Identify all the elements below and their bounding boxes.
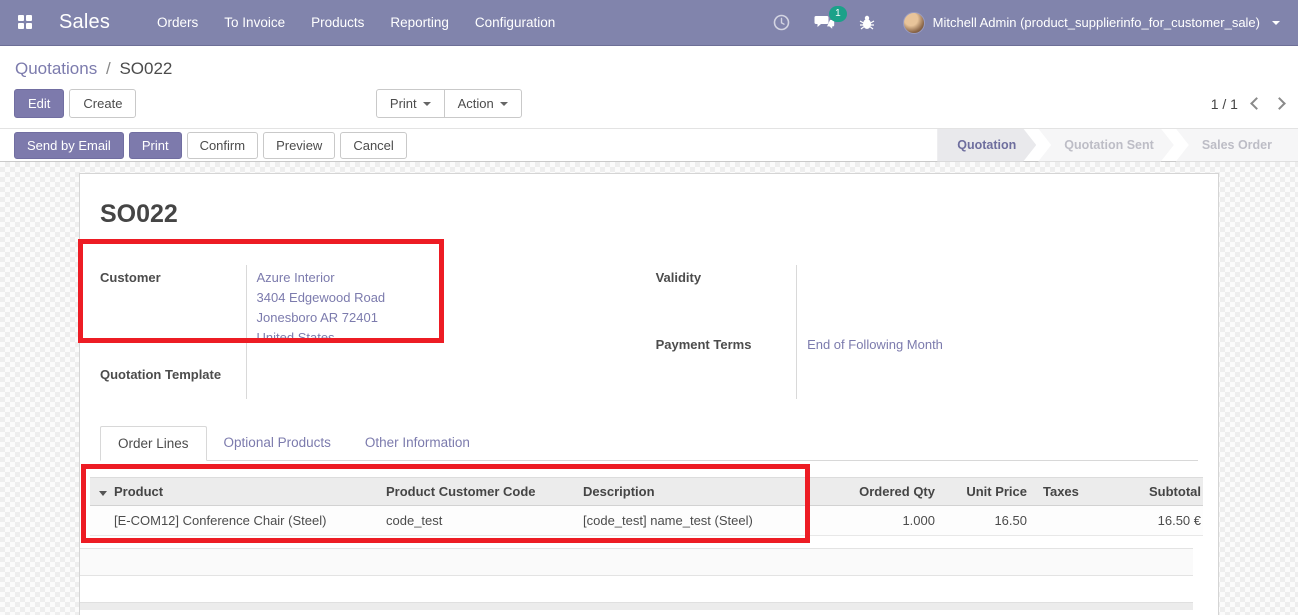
header-product-customer-code[interactable]: Product Customer Code: [386, 484, 536, 499]
cell-product[interactable]: [E-COM12] Conference Chair (Steel): [114, 513, 327, 528]
preview-button[interactable]: Preview: [263, 131, 336, 159]
activities-clock-icon[interactable]: [763, 10, 800, 35]
user-name: Mitchell Admin (product_supplierinfo_for…: [932, 15, 1260, 30]
messages-count-badge: 1: [829, 6, 847, 22]
order-lines-table: Product Product Customer Code Descriptio…: [80, 477, 1203, 610]
status-step-quotation-sent[interactable]: Quotation Sent: [1038, 129, 1174, 162]
pager-previous-icon[interactable]: [1250, 97, 1263, 110]
customer-name-link[interactable]: Azure Interior: [256, 270, 335, 285]
document-sheet: SO022 Customer Azure Interior 3404 Edgew…: [79, 173, 1219, 615]
messages-icon[interactable]: 1: [804, 6, 847, 35]
header-subtotal[interactable]: Subtotal: [1149, 484, 1201, 499]
header-unit-price[interactable]: Unit Price: [966, 484, 1027, 499]
print-dropdown-label: Print: [389, 96, 417, 111]
status-step-sales-order[interactable]: Sales Order: [1175, 128, 1298, 162]
tab-other-information[interactable]: Other Information: [364, 435, 470, 450]
menu-products[interactable]: Products: [311, 14, 365, 30]
quotation-template-label: Quotation Template: [100, 367, 222, 382]
pager-counter: 1 / 1: [1210, 95, 1238, 112]
create-button[interactable]: Create: [69, 89, 137, 118]
cell-description[interactable]: [code_test] name_test (Steel): [583, 513, 753, 528]
print-quotation-button[interactable]: Print: [128, 131, 182, 159]
send-by-email-button[interactable]: Send by Email: [14, 131, 124, 159]
breadcrumb-separator: /: [105, 59, 111, 78]
validity-label: Validity: [655, 270, 702, 285]
header-ordered-qty[interactable]: Ordered Qty: [859, 484, 935, 499]
status-steps: Quotation Quotation Sent Sales Order: [935, 128, 1298, 162]
document-title: SO022: [100, 200, 178, 228]
customer-value: Azure Interior 3404 Edgewood Road Jonesb…: [245, 265, 618, 362]
quotation-template-value[interactable]: [245, 362, 618, 399]
customer-street: 3404 Edgewood Road: [256, 290, 386, 305]
menu-orders[interactable]: Orders: [157, 14, 199, 30]
top-navbar: Sales Orders To Invoice Products Reporti…: [0, 0, 1298, 46]
menu-to-invoice[interactable]: To Invoice: [224, 14, 286, 30]
header-taxes[interactable]: Taxes: [1043, 484, 1079, 499]
customer-city: Jonesboro AR 72401: [256, 310, 378, 325]
payment-terms-label: Payment Terms: [655, 337, 752, 352]
breadcrumb: Quotations / SO022: [15, 59, 1284, 79]
breadcrumb-quotations-link[interactable]: Quotations: [15, 59, 98, 78]
order-line-row[interactable]: [E-COM12] Conference Chair (Steel) code_…: [90, 506, 1203, 536]
breadcrumb-current: SO022: [119, 59, 173, 78]
menu-configuration[interactable]: Configuration: [474, 14, 556, 30]
statusbar: Send by Email Print Confirm Preview Canc…: [0, 128, 1298, 162]
form-view-background: SO022 Customer Azure Interior 3404 Edgew…: [0, 162, 1298, 615]
customer-label: Customer: [100, 270, 161, 285]
order-lines-header-row: Product Product Customer Code Descriptio…: [90, 477, 1203, 506]
tab-optional-products[interactable]: Optional Products: [223, 435, 331, 450]
debug-bug-icon[interactable]: [849, 10, 885, 35]
header-description[interactable]: Description: [583, 484, 655, 499]
notebook-tabs: Order Lines Optional Products Other Info…: [100, 426, 1198, 461]
pager-next-icon[interactable]: [1273, 97, 1286, 110]
user-avatar: [902, 11, 925, 34]
action-caret-icon: [499, 101, 508, 106]
cell-subtotal[interactable]: 16.50 €: [1157, 513, 1201, 528]
cell-product-customer-code[interactable]: code_test: [386, 513, 443, 528]
confirm-button[interactable]: Confirm: [186, 131, 259, 159]
cell-ordered-qty[interactable]: 1.000: [902, 513, 935, 528]
empty-table-stripe: [80, 548, 1193, 576]
print-caret-icon: [422, 101, 431, 106]
edit-button[interactable]: Edit: [14, 89, 65, 118]
tab-order-lines[interactable]: Order Lines: [100, 426, 207, 461]
customer-country: United States: [256, 330, 335, 345]
header-product[interactable]: Product: [114, 484, 164, 499]
cell-unit-price[interactable]: 16.50: [994, 513, 1027, 528]
payment-terms-value[interactable]: End of Following Month: [807, 337, 943, 352]
validity-value[interactable]: [796, 265, 1198, 332]
action-dropdown-label: Action: [457, 96, 494, 111]
action-dropdown-button[interactable]: Action: [443, 89, 522, 118]
control-panel: Quotations / SO022 Edit Create Print Act…: [0, 46, 1298, 128]
user-menu[interactable]: Mitchell Admin (product_supplierinfo_for…: [889, 11, 1286, 34]
menu-reporting[interactable]: Reporting: [390, 14, 449, 30]
status-step-quotation[interactable]: Quotation: [937, 129, 1036, 162]
print-dropdown-button[interactable]: Print: [375, 89, 445, 118]
app-name[interactable]: Sales: [59, 11, 111, 33]
section-divider-band: [80, 602, 1193, 610]
cancel-button[interactable]: Cancel: [340, 131, 407, 159]
user-menu-caret-icon: [1272, 20, 1280, 25]
sort-caret-icon[interactable]: [99, 491, 107, 496]
apps-menu-icon[interactable]: [18, 15, 33, 30]
